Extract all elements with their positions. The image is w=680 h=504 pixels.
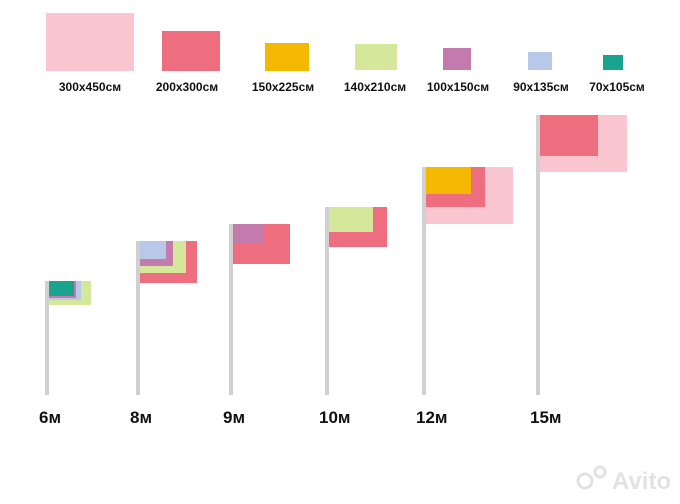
pole-label: 8м: [130, 408, 152, 427]
pole-label: 12м: [416, 408, 448, 427]
pole: [536, 115, 540, 395]
legend-swatch: [355, 44, 397, 70]
legend-swatch: [265, 43, 309, 71]
legend-label: 100x150см: [427, 80, 489, 94]
pole: [45, 281, 49, 395]
legend-swatch: [46, 13, 134, 71]
watermark-text: Avito: [612, 468, 671, 495]
pole: [325, 207, 329, 395]
pole: [136, 241, 140, 395]
watermark-logo: Avito: [576, 465, 671, 495]
legend-label: 90x135см: [513, 80, 569, 94]
pole: [229, 224, 233, 395]
flag: [233, 224, 263, 243]
legend-swatch: [603, 55, 623, 70]
flag: [540, 115, 598, 156]
pole-label: 6м: [39, 408, 61, 427]
flag: [426, 167, 471, 194]
pole-label: 15м: [530, 408, 562, 427]
legend-swatch: [528, 52, 552, 70]
legend-swatch: [443, 48, 471, 70]
legend-label: 70x105см: [589, 80, 645, 94]
flag: [49, 281, 74, 296]
legend-label: 140x210см: [344, 80, 406, 94]
pole-label: 10м: [319, 408, 351, 427]
flag: [329, 207, 373, 232]
legend-label: 300x450см: [59, 80, 121, 94]
pole-label: 9м: [223, 408, 245, 427]
legend-label: 150x225см: [252, 80, 314, 94]
flag: [140, 241, 166, 259]
pole: [422, 167, 426, 395]
legend-swatch: [162, 31, 220, 71]
legend-label: 200x300см: [156, 80, 218, 94]
